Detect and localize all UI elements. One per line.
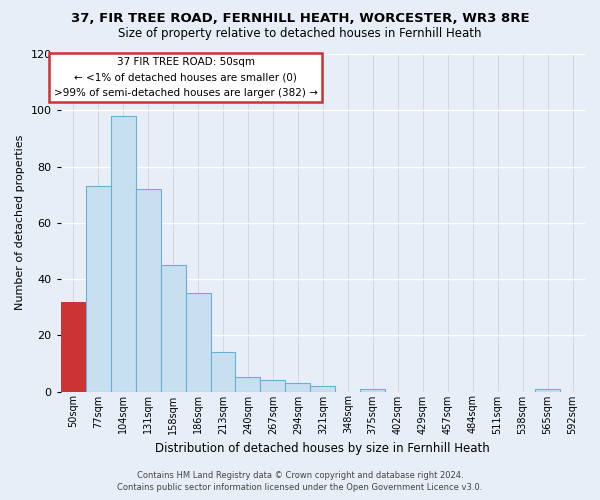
Bar (161, 265, 185, 392)
Bar (136, 189, 161, 392)
Bar (310, 386, 335, 392)
Bar (61, 302, 86, 392)
X-axis label: Distribution of detached houses by size in Fernhill Heath: Distribution of detached houses by size … (155, 442, 490, 455)
Bar (535, 388, 560, 392)
Bar (286, 383, 310, 392)
Bar (185, 293, 211, 392)
Text: 37, FIR TREE ROAD, FERNHILL HEATH, WORCESTER, WR3 8RE: 37, FIR TREE ROAD, FERNHILL HEATH, WORCE… (71, 12, 529, 26)
Bar (110, 116, 136, 392)
Bar (235, 378, 260, 392)
Bar (86, 186, 110, 392)
Text: Size of property relative to detached houses in Fernhill Heath: Size of property relative to detached ho… (118, 28, 482, 40)
Bar (260, 380, 286, 392)
Y-axis label: Number of detached properties: Number of detached properties (15, 135, 25, 310)
Text: 37 FIR TREE ROAD: 50sqm
← <1% of detached houses are smaller (0)
>99% of semi-de: 37 FIR TREE ROAD: 50sqm ← <1% of detache… (53, 57, 317, 98)
Bar (211, 352, 235, 392)
Bar (361, 388, 385, 392)
Text: Contains HM Land Registry data © Crown copyright and database right 2024.
Contai: Contains HM Land Registry data © Crown c… (118, 471, 482, 492)
